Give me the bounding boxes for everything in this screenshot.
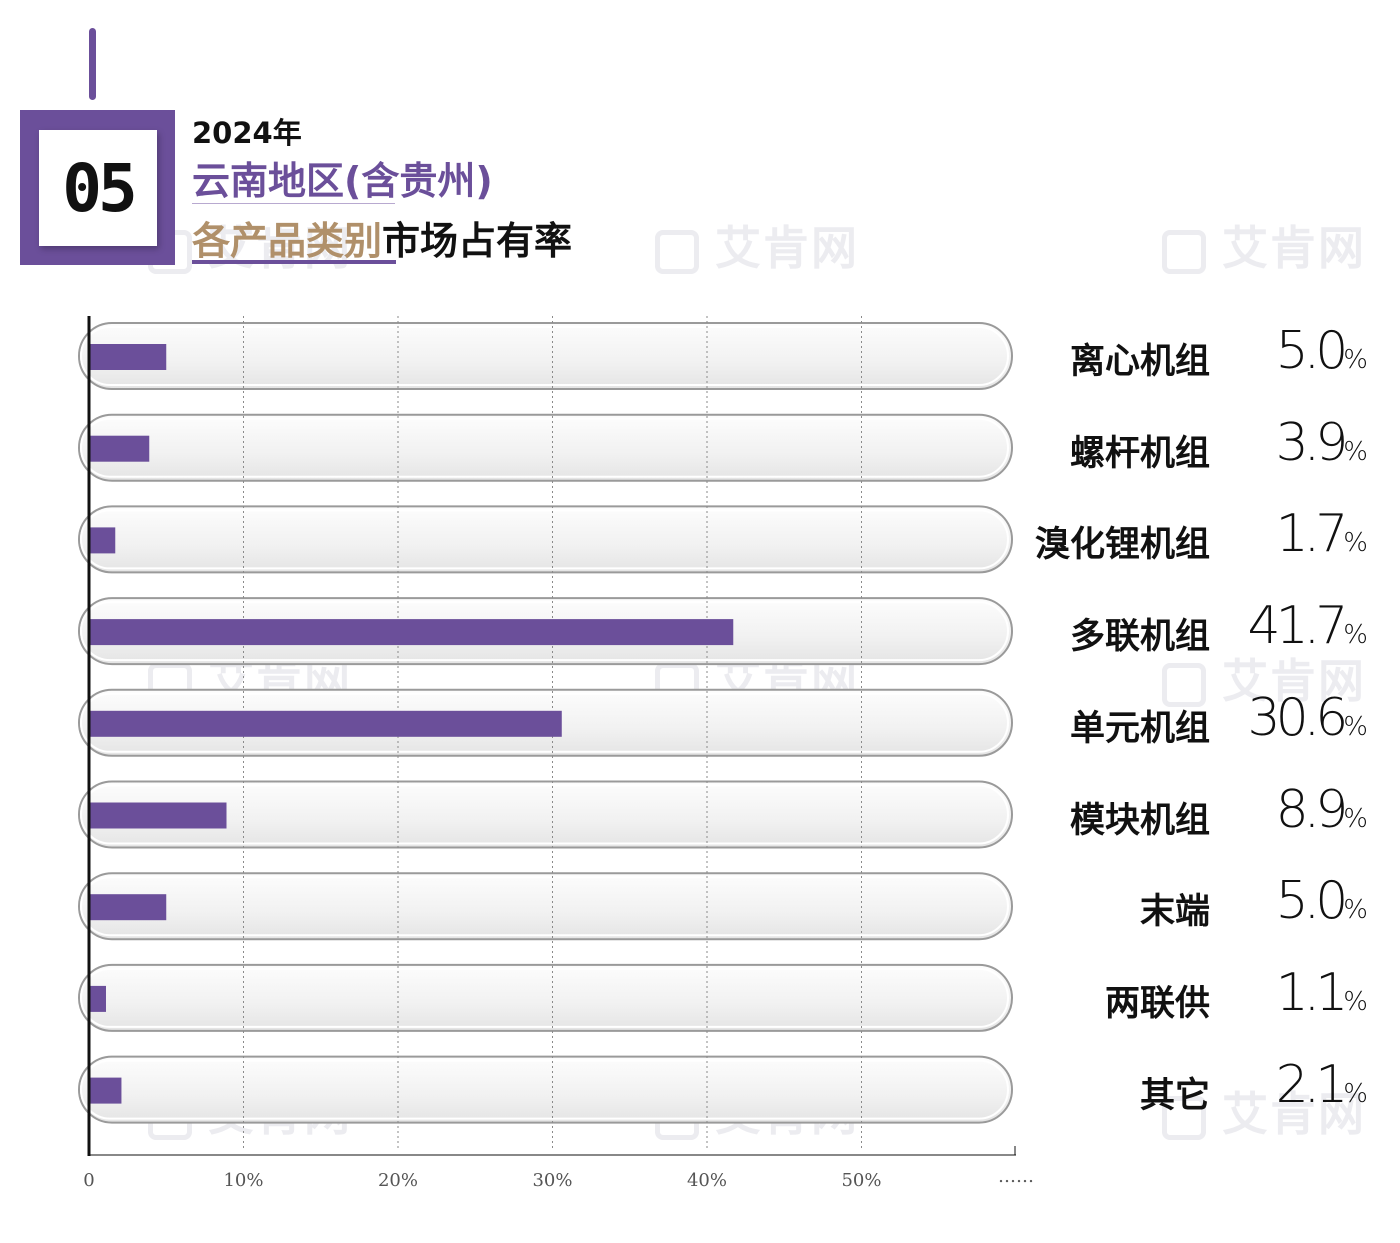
row-track	[78, 322, 1013, 390]
value-label: 3.9%	[1148, 413, 1368, 473]
value-number: 8.9	[1275, 779, 1349, 840]
value-label: 41.7%	[1148, 596, 1369, 657]
value-label: 5.0%	[1148, 871, 1368, 931]
bar	[89, 619, 734, 646]
watermark-logo-icon	[1162, 229, 1206, 274]
subtitle-rest: 市场占有率	[382, 219, 573, 263]
value-unit: %	[1343, 986, 1368, 1017]
value-unit: %	[1343, 711, 1368, 742]
bar	[89, 527, 116, 554]
value-label: 5.0%	[1148, 321, 1368, 381]
watermark-logo-icon	[655, 229, 699, 274]
value-number: 41.7	[1247, 596, 1349, 657]
watermark: 艾肯网	[655, 212, 859, 278]
value-label: 2.1%	[1148, 1055, 1368, 1115]
row-track-highlight	[80, 1059, 1009, 1120]
x-tick-label: 40%	[686, 1170, 727, 1191]
region-title: 云南地区(含贵州)	[192, 159, 493, 203]
value-number: 2.1	[1275, 1054, 1349, 1115]
row-track-highlight	[80, 601, 1009, 662]
row-track	[78, 963, 1013, 1032]
watermark: 艾肯网	[1162, 1078, 1366, 1144]
value-unit: %	[1343, 345, 1368, 375]
bar	[89, 985, 106, 1012]
row-track	[78, 413, 1013, 482]
category-label: 溴化锂机组	[1034, 524, 1210, 566]
category-label: 模块机组	[1069, 799, 1210, 841]
value-number: 30.6	[1247, 687, 1349, 748]
bar	[89, 710, 562, 737]
row-track	[78, 872, 1013, 941]
bar	[89, 435, 150, 462]
section-number: 05	[62, 149, 138, 227]
value-number: 5.0	[1275, 871, 1349, 932]
category-label: 单元机组	[1069, 707, 1210, 749]
category-label: 多联机组	[1069, 616, 1210, 658]
x-tick-label: 50%	[841, 1170, 882, 1191]
value-label: 1.7%	[1148, 504, 1368, 564]
value-label: 1.1%	[1148, 963, 1368, 1023]
row-track	[78, 780, 1013, 849]
category-label: 末端	[1139, 891, 1210, 933]
value-unit: %	[1343, 803, 1368, 834]
value-unit: %	[1343, 528, 1368, 559]
watermark-logo-icon	[1162, 1095, 1206, 1140]
x-tick-label: 30%	[532, 1170, 573, 1191]
value-number: 5.0	[1275, 321, 1349, 381]
category-label: 两联供	[1104, 982, 1210, 1024]
value-label: 30.6%	[1148, 687, 1369, 748]
x-axis-continuation: ……	[998, 1166, 1034, 1187]
value-unit: %	[1343, 895, 1368, 926]
value-number: 1.1	[1275, 962, 1349, 1023]
row-track-highlight	[80, 509, 1009, 570]
row-track	[78, 505, 1013, 574]
category-label: 其它	[1139, 1074, 1210, 1116]
x-tick-label: 10%	[223, 1170, 264, 1191]
watermark: 艾肯网	[1162, 212, 1366, 278]
value-number: 3.9	[1275, 412, 1349, 473]
row-track	[78, 1055, 1013, 1124]
section-badge-card: 05	[39, 130, 157, 246]
row-track-highlight	[80, 876, 1009, 937]
chart-subtitle: 各产品类别市场占有率	[192, 210, 572, 265]
category-label: 螺杆机组	[1069, 432, 1210, 474]
bar	[89, 1077, 122, 1104]
x-tick-label: 20%	[377, 1170, 418, 1191]
watermark: 艾肯网	[1162, 645, 1366, 711]
subtitle-underline	[192, 260, 396, 264]
row-track-highlight	[80, 417, 1009, 478]
row-track-highlight	[80, 967, 1009, 1028]
value-unit: %	[1343, 1078, 1368, 1109]
x-tick-label: 0	[83, 1170, 95, 1191]
value-number: 1.7	[1275, 504, 1349, 565]
row-track-highlight	[80, 692, 1009, 753]
subtitle-highlight: 各产品类别	[192, 219, 383, 263]
title-divider	[192, 203, 395, 204]
row-track-highlight	[80, 326, 1009, 386]
bar	[89, 344, 167, 370]
value-label: 8.9%	[1148, 780, 1368, 840]
year-label: 2024年	[192, 116, 302, 150]
watermark-logo-icon	[1162, 662, 1206, 707]
bar	[89, 802, 227, 829]
header-accent-line	[89, 28, 96, 100]
row-track-highlight	[80, 784, 1009, 845]
value-unit: %	[1343, 436, 1368, 467]
bar	[89, 894, 167, 921]
value-unit: %	[1343, 620, 1368, 651]
category-label: 离心机组	[1069, 341, 1210, 382]
